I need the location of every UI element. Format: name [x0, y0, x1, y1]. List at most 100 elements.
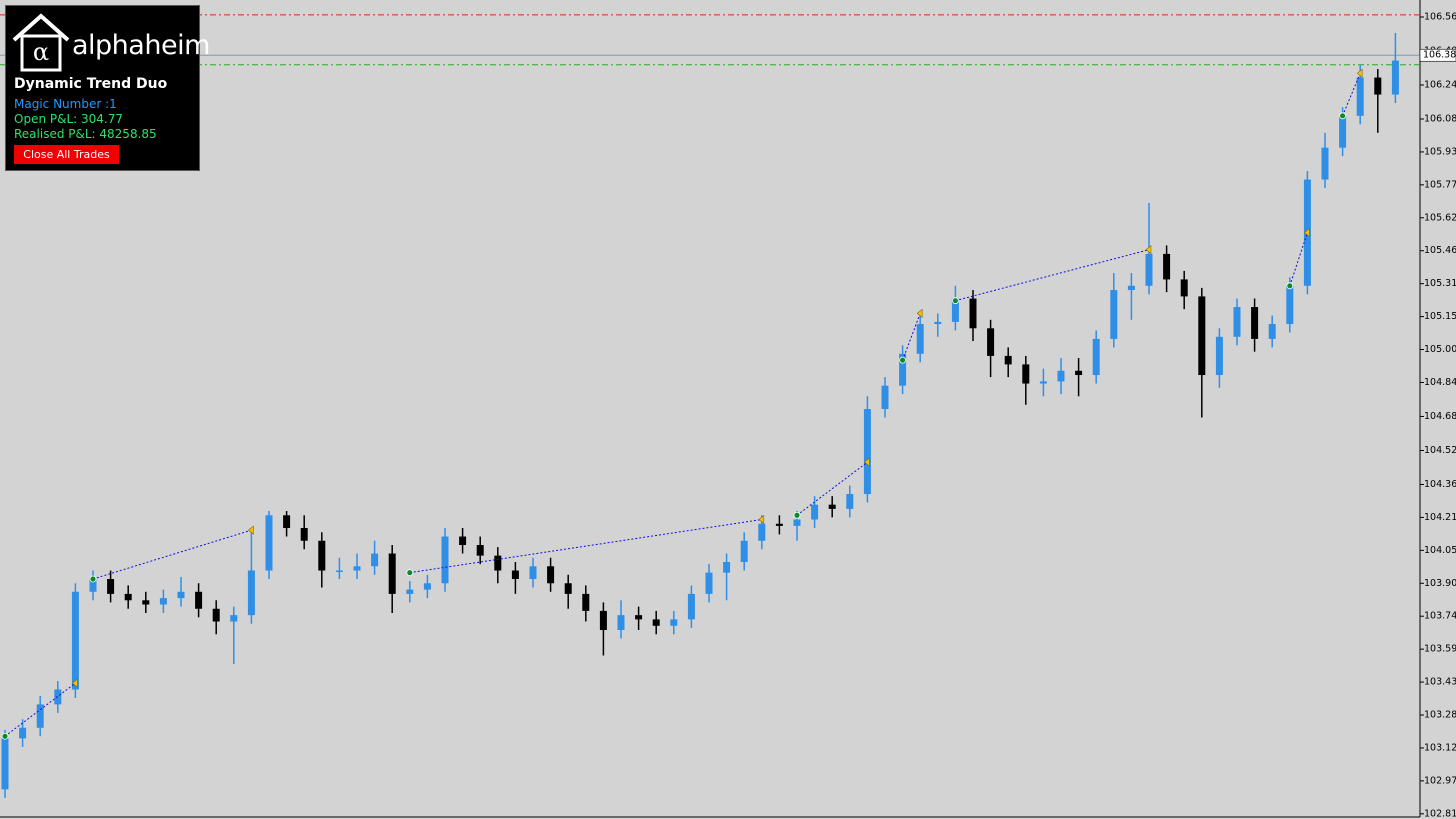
trade-line [1289, 232, 1308, 286]
candle-body [494, 555, 502, 571]
trade-exit [863, 457, 870, 467]
candle-body [142, 600, 150, 605]
trade-exit [1303, 228, 1310, 238]
close-all-button[interactable]: Close All Trades [14, 145, 119, 164]
logo-roof [12, 13, 70, 42]
candle-body [1339, 115, 1347, 148]
candle-body [1004, 355, 1012, 365]
candle-body [846, 494, 854, 509]
candle-body [441, 536, 449, 584]
candle-body [775, 523, 783, 526]
last-price-label: 106.385 [1423, 50, 1456, 61]
candle-body [1039, 381, 1047, 384]
candle-body [423, 583, 431, 590]
logo-alpha: α [33, 38, 49, 66]
candle-body [1145, 253, 1153, 286]
candle-body [687, 593, 695, 620]
trade-entry [406, 569, 414, 577]
candle-body [652, 619, 660, 626]
candle-body [283, 515, 291, 529]
candle-body [863, 409, 871, 495]
realised-pl: Realised P&L: 48258.85 [14, 127, 157, 141]
open-pl: Open P&L: 304.77 [14, 112, 123, 126]
y-tick-label: 103.280 [1424, 710, 1456, 721]
y-tick-label: 103.435 [1424, 677, 1456, 688]
candle-body [529, 566, 537, 580]
candle-body [547, 566, 555, 584]
y-tick-label: 106.565 [1424, 11, 1456, 22]
candle-body [1110, 290, 1118, 339]
trade-entry [89, 575, 97, 583]
y-tick-label: 102.970 [1424, 775, 1456, 786]
candle-body [388, 553, 396, 594]
candle-body [564, 583, 572, 594]
candle-body [19, 727, 27, 739]
candle-body [582, 593, 590, 611]
candle-body [916, 324, 924, 354]
y-tick-label: 106.245 [1424, 79, 1456, 90]
candle-body [1391, 60, 1399, 95]
y-tick-label: 103.745 [1424, 611, 1456, 622]
candle-body [265, 515, 273, 571]
candle-body [459, 536, 467, 546]
trade-panel: α alphaheim Dynamic Trend Duo Magic Numb… [5, 5, 210, 171]
candle-body [230, 615, 238, 622]
trade-entry [1286, 282, 1294, 290]
y-tick-label: 105.000 [1424, 344, 1456, 355]
candle-body [1, 738, 9, 790]
candle-body [212, 608, 220, 622]
candle-body [1180, 279, 1188, 297]
trade-exit [916, 308, 923, 319]
trade-entry [1339, 112, 1346, 120]
candle-body [1127, 285, 1135, 291]
trade-entry [899, 356, 906, 364]
y-tick-label: 105.930 [1424, 146, 1456, 157]
y-tick-label: 104.525 [1424, 445, 1456, 456]
trade-line [796, 461, 868, 516]
trade-line [902, 313, 921, 361]
candle-body [599, 610, 607, 631]
candle-body [406, 589, 414, 594]
y-tick-label: 103.125 [1424, 742, 1456, 753]
candle-body [758, 523, 766, 541]
candle-body [969, 298, 977, 329]
candle-body [159, 598, 167, 605]
candle-body [476, 545, 484, 556]
candle-body [881, 385, 889, 410]
candle-body [723, 562, 731, 573]
panel-title: Dynamic Trend Duo [14, 76, 168, 92]
y-tick-label: 105.465 [1424, 245, 1456, 256]
y-tick-label: 105.775 [1424, 179, 1456, 190]
candle-body [1198, 296, 1206, 376]
candle-body [353, 566, 361, 571]
candle-body [318, 540, 326, 571]
candle-body [300, 528, 308, 541]
y-tick-label: 104.055 [1424, 545, 1456, 556]
candle-body [195, 591, 203, 609]
candle-body [987, 328, 995, 356]
candle-body [1075, 370, 1083, 376]
candle-body [89, 579, 97, 592]
y-tick-label: 105.620 [1424, 212, 1456, 223]
y-tick-label: 104.845 [1424, 377, 1456, 388]
y-tick-label: 104.685 [1424, 411, 1456, 422]
logo: α [12, 13, 70, 72]
trade-line [409, 519, 762, 574]
candle-body [511, 570, 519, 580]
candle-body [705, 572, 713, 594]
candle-body [107, 579, 115, 594]
trade-exit [71, 678, 78, 688]
y-tick-label: 106.085 [1424, 113, 1456, 124]
candle-body [1057, 370, 1065, 382]
logo-house [20, 34, 62, 72]
candle-body [934, 321, 942, 325]
trade-entry [1, 732, 9, 740]
trade-exit [247, 525, 254, 535]
candle-body [635, 615, 643, 620]
candle-body [1092, 338, 1100, 376]
candle-body [951, 298, 959, 322]
y-tick-label: 103.590 [1424, 644, 1456, 655]
candle-body [617, 615, 625, 631]
trade-entry [793, 511, 801, 519]
